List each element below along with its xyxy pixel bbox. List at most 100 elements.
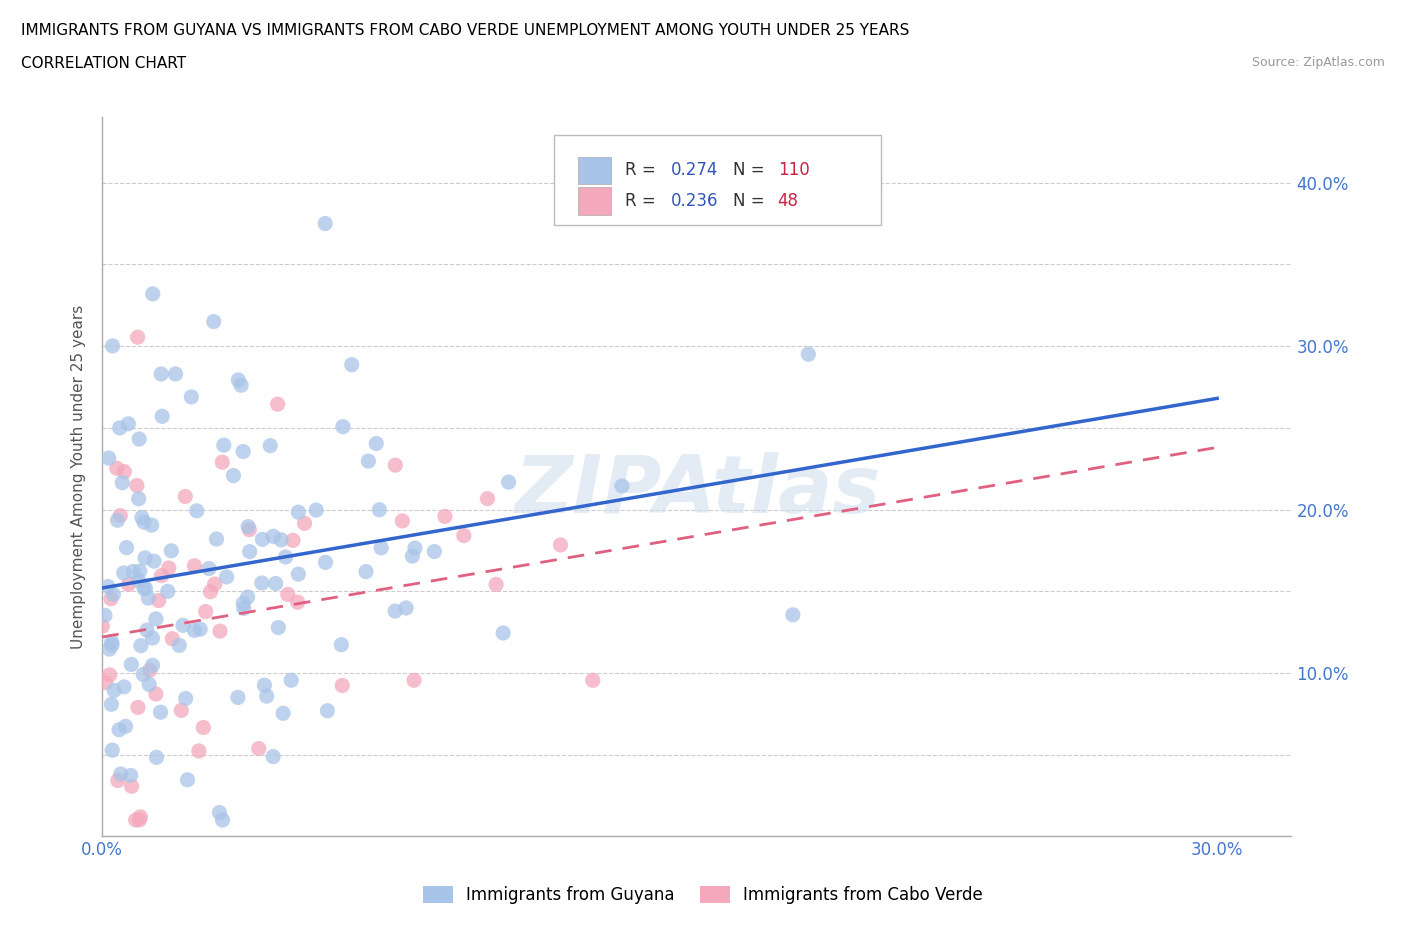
Point	[797, 347, 820, 362]
Point	[111, 475, 134, 490]
Point	[105, 461, 128, 476]
Point	[134, 551, 156, 565]
Point	[141, 658, 163, 672]
Point	[294, 516, 316, 531]
Point	[357, 454, 380, 469]
Point	[782, 607, 804, 622]
Point	[156, 584, 179, 599]
Point	[384, 604, 406, 618]
Point	[211, 455, 233, 470]
Point	[340, 357, 363, 372]
Point	[169, 638, 191, 653]
Point	[101, 339, 124, 353]
Text: 0.274: 0.274	[671, 161, 718, 179]
FancyBboxPatch shape	[554, 135, 882, 225]
Text: ZIPAtlas: ZIPAtlas	[513, 452, 880, 530]
Point	[101, 638, 124, 653]
Point	[134, 581, 156, 596]
Point	[112, 680, 135, 695]
Point	[129, 638, 152, 653]
Point	[100, 697, 122, 711]
Point	[186, 503, 208, 518]
Point	[222, 468, 245, 483]
Point	[107, 773, 129, 788]
Point	[229, 378, 252, 392]
Point	[423, 544, 446, 559]
Point	[200, 584, 222, 599]
Point	[150, 366, 173, 381]
Point	[252, 532, 274, 547]
FancyBboxPatch shape	[578, 156, 612, 184]
Point	[100, 634, 122, 649]
Point	[176, 772, 198, 787]
Point	[128, 813, 150, 828]
Point	[492, 626, 515, 641]
Point	[238, 523, 260, 538]
Text: 110: 110	[778, 161, 810, 179]
Point	[239, 544, 262, 559]
Point	[238, 519, 260, 534]
Point	[127, 330, 149, 345]
Point	[180, 390, 202, 405]
Point	[121, 778, 143, 793]
Point	[131, 510, 153, 525]
Point	[208, 805, 231, 820]
Point	[174, 691, 197, 706]
Point	[141, 518, 163, 533]
Point	[280, 672, 302, 687]
FancyBboxPatch shape	[578, 187, 612, 215]
Text: IMMIGRANTS FROM GUYANA VS IMMIGRANTS FROM CABO VERDE UNEMPLOYMENT AMONG YOUTH UN: IMMIGRANTS FROM GUYANA VS IMMIGRANTS FRO…	[21, 23, 910, 38]
Point	[127, 700, 149, 715]
Point	[128, 573, 150, 588]
Point	[150, 409, 173, 424]
Point	[368, 502, 391, 517]
Point	[226, 690, 249, 705]
Point	[103, 587, 125, 602]
Point	[277, 587, 299, 602]
Text: N =: N =	[733, 161, 769, 179]
Point	[259, 438, 281, 453]
Point	[281, 533, 304, 548]
Point	[262, 749, 284, 764]
Point	[330, 678, 353, 693]
Point	[271, 706, 294, 721]
Point	[128, 432, 150, 446]
Point	[112, 464, 135, 479]
Point	[266, 397, 288, 412]
Point	[330, 637, 353, 652]
Point	[211, 813, 233, 828]
Point	[174, 489, 197, 504]
Point	[208, 624, 231, 639]
Point	[120, 658, 142, 672]
Point	[157, 561, 180, 576]
Point	[366, 436, 388, 451]
Point	[98, 668, 121, 683]
Point	[264, 576, 287, 591]
Point	[91, 618, 114, 633]
Point	[165, 366, 187, 381]
Point	[287, 595, 309, 610]
Point	[250, 576, 273, 591]
Point	[117, 577, 139, 591]
Point	[128, 491, 150, 506]
Point	[287, 566, 309, 581]
Point	[132, 667, 155, 682]
Point	[114, 719, 136, 734]
Point	[145, 611, 167, 626]
Point	[122, 564, 145, 578]
Point	[120, 768, 142, 783]
Point	[404, 540, 426, 555]
Point	[232, 596, 254, 611]
Point	[550, 538, 572, 552]
Text: CORRELATION CHART: CORRELATION CHART	[21, 56, 186, 71]
Point	[101, 743, 124, 758]
Point	[128, 564, 150, 578]
Text: Source: ZipAtlas.com: Source: ZipAtlas.com	[1251, 56, 1385, 69]
Text: R =: R =	[626, 161, 661, 179]
Point	[188, 622, 211, 637]
Point	[149, 705, 172, 720]
Point	[305, 502, 328, 517]
Point	[354, 565, 377, 579]
Point	[404, 672, 426, 687]
Point	[148, 593, 170, 608]
